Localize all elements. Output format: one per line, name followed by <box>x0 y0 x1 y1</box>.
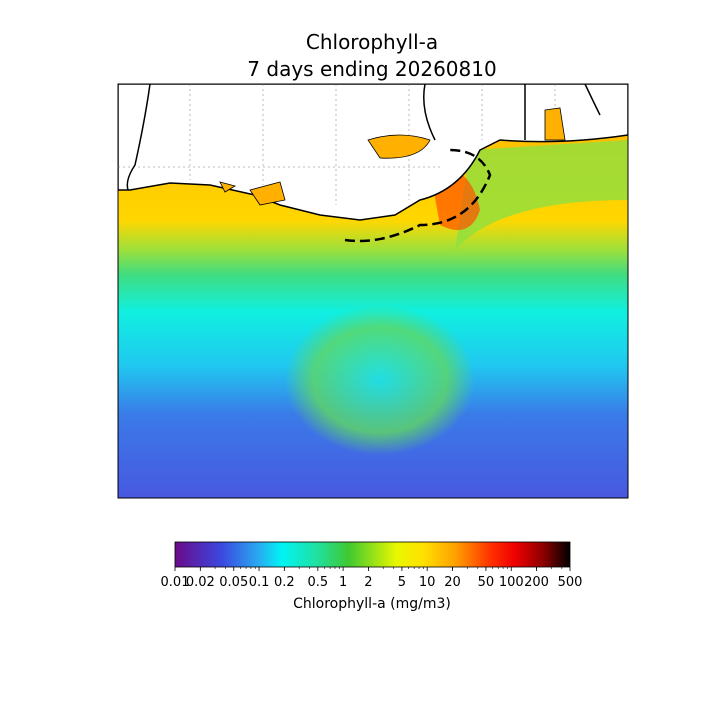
tick-label: 5 <box>398 575 406 590</box>
title: Chlorophyll-a <box>306 30 438 54</box>
borders <box>126 84 601 191</box>
land <box>118 84 628 221</box>
tick-label: 20 <box>444 575 461 590</box>
plume <box>455 140 628 250</box>
tick-label: 0.02 <box>186 575 215 590</box>
tick-label: 50 <box>478 575 495 590</box>
map-frame <box>117 83 629 499</box>
tick-label: 500 <box>558 575 583 590</box>
graticule <box>118 84 556 205</box>
colorbar <box>174 541 571 568</box>
subtitle: 7 days ending 20260810 <box>247 57 496 81</box>
tick-label: 200 <box>524 575 549 590</box>
tick-label: 0.2 <box>274 575 295 590</box>
tick-label: 10 <box>419 575 436 590</box>
tick-label: 0.5 <box>307 575 328 590</box>
coastal-patches <box>219 107 566 206</box>
tick-label: 100 <box>499 575 524 590</box>
eddy <box>285 305 475 455</box>
tick-label: 1 <box>339 575 347 590</box>
tick-label: 0.01 <box>161 575 190 590</box>
colorbar-label: Chlorophyll-a (mg/m3) <box>293 596 451 612</box>
tick-label: 0.1 <box>249 575 270 590</box>
colorbar-ticks: 0.010.02 0.05 0.1 0.2 0.5 1 2 5 10 20 50 100 200 500 <box>161 567 583 590</box>
map <box>118 84 628 498</box>
tick-label: 2 <box>364 575 372 590</box>
boundary <box>344 148 492 243</box>
tick-label: 0.05 <box>219 575 248 590</box>
